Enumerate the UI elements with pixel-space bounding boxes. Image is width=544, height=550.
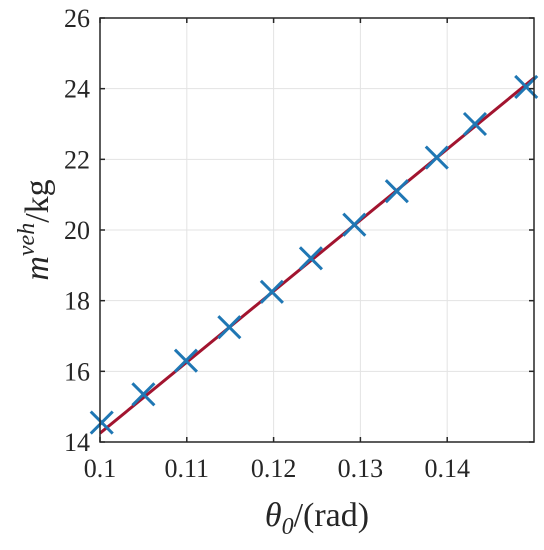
- data-point-marker: [131, 382, 156, 407]
- y-axis-superscript: veh: [14, 223, 40, 256]
- data-point-marker: [462, 111, 488, 137]
- x-tick-label: 0.1: [84, 454, 117, 483]
- data-point-marker: [259, 279, 284, 304]
- data-point-marker: [89, 410, 114, 435]
- x-tick-label: 0.11: [165, 454, 210, 483]
- y-tick-label: 22: [64, 145, 90, 174]
- x-axis-subscript: 0: [282, 514, 294, 540]
- y-axis-symbol: m: [19, 256, 56, 281]
- x-axis-unit: /(rad): [294, 497, 370, 534]
- y-axis-title: mveh/kg: [14, 179, 56, 280]
- y-axis-unit: /kg: [19, 179, 56, 222]
- fit-line: [99, 76, 535, 435]
- x-tick-label: 0.12: [251, 454, 297, 483]
- data-point-marker: [424, 145, 449, 170]
- data-point-marker: [173, 348, 198, 373]
- x-tick-label: 0.14: [424, 454, 470, 483]
- ticks: [99, 17, 534, 443]
- data-point-marker: [217, 315, 242, 340]
- data-point-marker: [298, 246, 323, 271]
- y-tick-label: 16: [64, 357, 90, 386]
- y-tick-label: 20: [64, 216, 90, 245]
- x-tick-label: 0.13: [338, 454, 384, 483]
- data-point-marker: [384, 179, 409, 204]
- tick-labels: 0.1 0.11 0.12 0.13 0.14 14 16 18 20 22 24 26: [64, 4, 470, 483]
- y-tick-label: 18: [64, 287, 90, 316]
- grid: [99, 17, 534, 443]
- data-point-marker: [342, 212, 367, 237]
- y-tick-label: 14: [64, 428, 90, 457]
- y-tick-label: 24: [64, 75, 90, 104]
- y-tick-label: 26: [64, 4, 90, 33]
- x-axis-symbol: θ: [265, 497, 282, 534]
- x-axis-title: θ0/(rad): [265, 497, 369, 540]
